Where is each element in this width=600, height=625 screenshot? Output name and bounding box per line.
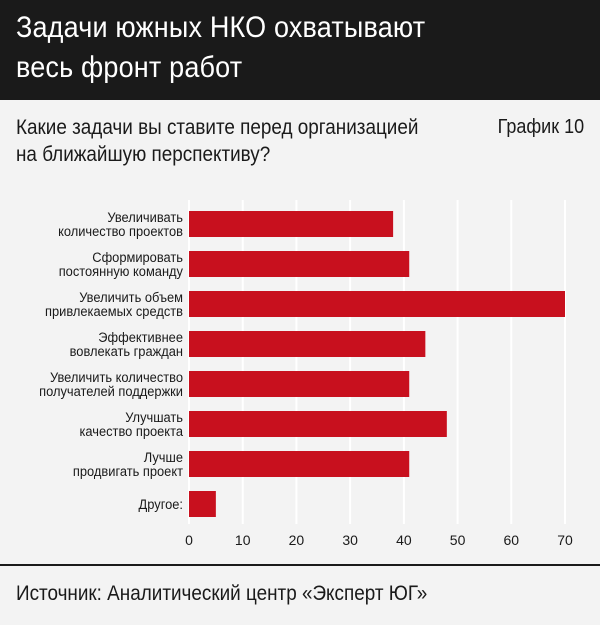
bar-4 — [189, 371, 410, 397]
bar-1 — [189, 251, 410, 277]
footer: Источник: Аналитический центр «Эксперт Ю… — [0, 564, 600, 625]
x-tick-label-7: 70 — [557, 532, 573, 548]
category-label-3: Эффективнее вовлекать граждан — [70, 330, 183, 360]
category-label-0-line-1: количество проектов — [58, 224, 183, 240]
bar-7 — [189, 491, 216, 517]
category-label-2-line-0: Увеличить объем — [79, 290, 183, 306]
source-note: Источник: Аналитический центр «Эксперт Ю… — [16, 582, 428, 605]
category-label-6: Лучше продвигать проект — [73, 450, 183, 480]
category-label-5-line-0: Улучшать — [125, 410, 183, 426]
x-tick-label-0: 0 — [185, 532, 193, 548]
category-label-0: Увеличивать количество проектов — [58, 210, 183, 240]
bar-chart: Увеличивать количество проектов Сформирова… — [39, 200, 573, 548]
survey-question-line-2: на ближайшую перспективу? — [16, 143, 271, 166]
survey-question: Какие задачи вы ставите перед организаци… — [16, 114, 439, 168]
bar-0 — [189, 211, 394, 237]
category-label-7: Другое: — [139, 497, 183, 513]
category-label-4-line-1: получателей поддержки — [39, 384, 183, 400]
category-label-7-line-0: Другое: — [139, 497, 183, 513]
category-label-2-line-1: привлекаемых средств — [45, 304, 183, 320]
bar-6 — [189, 451, 410, 477]
category-label-3-line-1: вовлекать граждан — [70, 344, 183, 360]
page-title-line-2: весь фронт работ — [16, 51, 243, 84]
x-tick-label-4: 40 — [396, 532, 412, 548]
survey-question-line-1: Какие задачи вы ставите перед организаци… — [16, 116, 419, 139]
x-tick-label-3: 30 — [342, 532, 358, 548]
chart-number-label: График 10 — [497, 116, 584, 138]
category-label-6-line-0: Лучше — [144, 450, 183, 466]
category-label-0-line-0: Увеличивать — [107, 210, 183, 226]
x-tick-label-1: 10 — [235, 532, 251, 548]
category-label-4-line-0: Увеличить количество — [50, 370, 183, 386]
category-label-2: Увеличить объем привлекаемых средств — [45, 290, 183, 320]
category-label-5: Улучшать качество проекта — [79, 410, 183, 440]
x-tick-label-6: 60 — [503, 532, 519, 548]
category-label-4: Увеличить количество получателей поддержк… — [39, 370, 183, 400]
bar-3 — [189, 331, 426, 357]
category-label-3-line-0: Эффективнее — [98, 330, 183, 346]
chart-panel: Увеличивать количество проектов Сформирова… — [0, 192, 600, 564]
x-tick-label-2: 20 — [289, 532, 305, 548]
header-banner: Задачи южных НКО охватывают весь фронт р… — [0, 0, 600, 100]
bar-5 — [189, 411, 447, 437]
category-label-5-line-1: качество проекта — [79, 424, 183, 440]
category-label-1: Сформировать постоянную команду — [59, 250, 184, 280]
category-label-6-line-1: продвигать проект — [73, 464, 183, 480]
x-tick-label-5: 50 — [450, 532, 466, 548]
bar-2 — [189, 291, 565, 317]
category-label-1-line-0: Сформировать — [92, 250, 183, 266]
category-label-1-line-1: постоянную команду — [59, 264, 184, 280]
question-panel — [0, 100, 600, 192]
page-title-line-1: Задачи южных НКО охватывают — [16, 11, 426, 44]
